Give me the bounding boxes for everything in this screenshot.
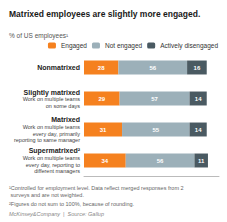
svg-text:14: 14 (195, 127, 202, 133)
svg-text:57: 57 (151, 96, 158, 102)
svg-text:every day, reporting to: every day, reporting to (26, 162, 80, 168)
svg-text:34: 34 (102, 158, 109, 164)
svg-text:Work on multiple teams: Work on multiple teams (23, 96, 81, 102)
svg-text:Matrixed employees are slightl: Matrixed employees are slightly more eng… (9, 9, 200, 19)
svg-text:Slightly matrixed: Slightly matrixed (23, 88, 80, 96)
svg-text:28: 28 (98, 65, 105, 71)
svg-text:56: 56 (157, 158, 164, 164)
svg-text:McKinsey&Company | Source: G: McKinsey&Company | Source: Gallup (9, 211, 104, 217)
svg-text:Engaged: Engaged (61, 42, 87, 50)
svg-text:every day, primarily: every day, primarily (33, 131, 81, 137)
svg-text:11: 11 (198, 158, 205, 164)
svg-text:16: 16 (194, 65, 201, 71)
svg-text:56: 56 (149, 65, 156, 71)
svg-text:Not engaged: Not engaged (105, 42, 143, 50)
svg-text:Supermatrixed²: Supermatrixed² (28, 147, 80, 155)
svg-text:²Figures do not sum to 100%, b: ²Figures do not sum to 100%, because of … (9, 201, 135, 207)
svg-text:surveys and are not weighted.: surveys and are not weighted. (9, 192, 84, 198)
svg-text:on some days: on some days (46, 103, 80, 109)
svg-text:Matrixed: Matrixed (51, 116, 80, 123)
svg-text:29: 29 (98, 96, 105, 102)
svg-text:Work on multiple teams: Work on multiple teams (23, 155, 81, 161)
svg-text:55: 55 (152, 127, 159, 133)
svg-text:31: 31 (100, 127, 107, 133)
svg-text:% of US employees¹: % of US employees¹ (9, 32, 69, 40)
svg-text:Actively disengaged: Actively disengaged (160, 42, 218, 50)
svg-text:14: 14 (195, 96, 202, 102)
svg-text:different managers: different managers (34, 168, 80, 174)
svg-text:Nonmatrixed: Nonmatrixed (37, 64, 80, 71)
svg-text:¹Controlled for employment lev: ¹Controlled for employment level. Data r… (9, 185, 184, 191)
svg-text:reporting to same manager: reporting to same manager (14, 137, 80, 143)
svg-text:Work on multiple teams: Work on multiple teams (23, 124, 81, 130)
